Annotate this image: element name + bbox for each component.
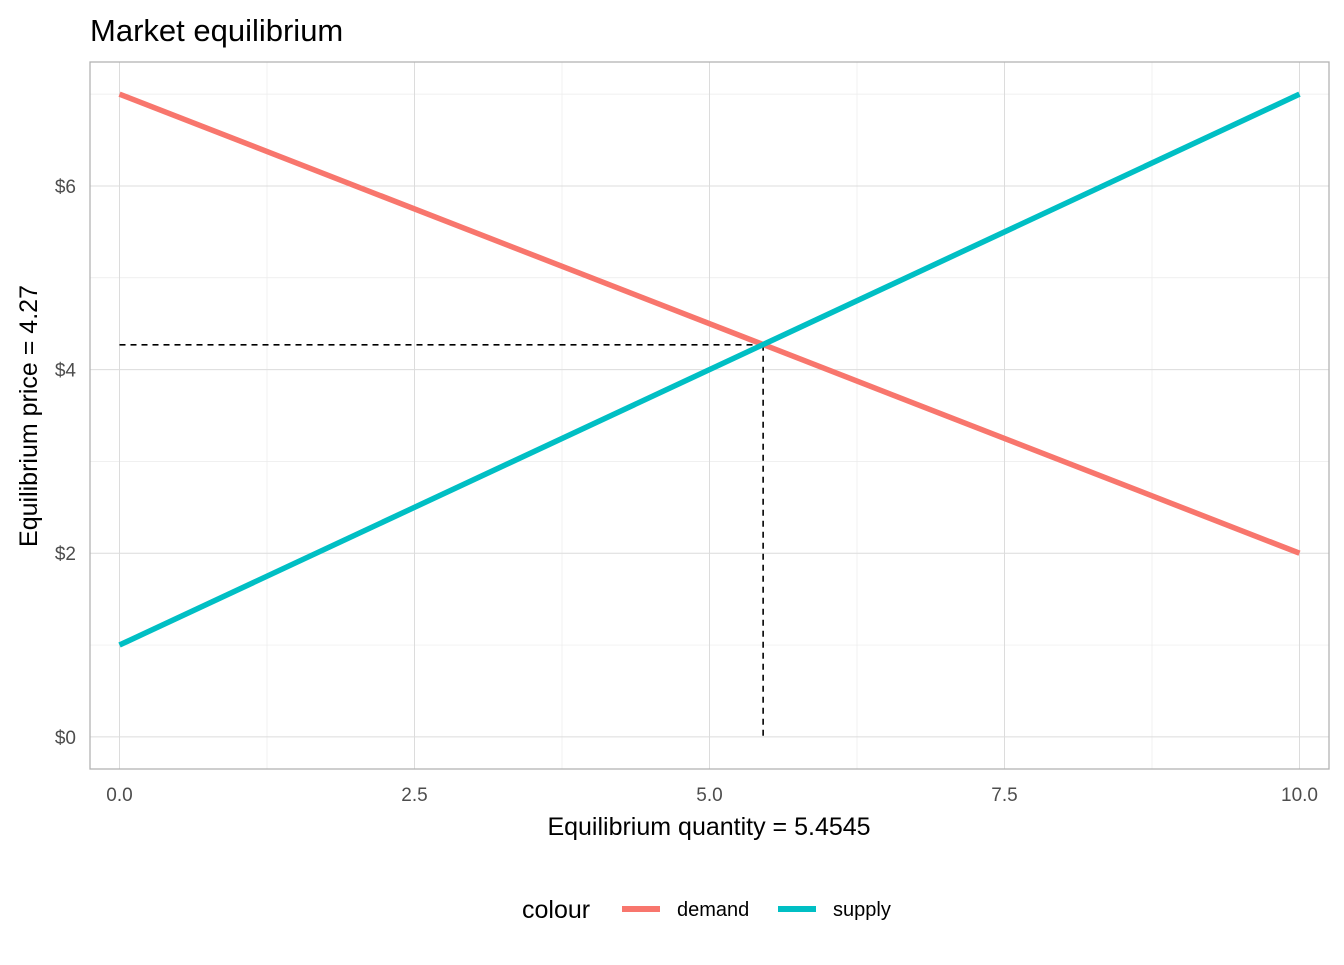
y-tick-label: $4 xyxy=(55,361,77,382)
demand-line xyxy=(118,91,1301,556)
legend-label-supply: supply xyxy=(833,899,891,921)
y-axis-title: Equilibrium price = 4.27 xyxy=(15,285,43,547)
plot-panel-border xyxy=(89,61,1330,770)
grid-layer xyxy=(90,62,1329,769)
equilibrium-guides xyxy=(119,343,764,737)
legend-label-demand: demand xyxy=(677,899,749,921)
tick-labels: 0.0 2.5 5.0 7.5 10.0 $0 $2 $4 $6 xyxy=(55,177,1318,806)
x-tick-label: 5.0 xyxy=(696,785,722,806)
x-axis-title: Equilibrium quantity = 5.4545 xyxy=(547,813,870,841)
series-layer xyxy=(118,91,1301,648)
x-tick-label: 2.5 xyxy=(401,785,427,806)
y-tick-label: $0 xyxy=(55,728,76,749)
x-tick-label: 7.5 xyxy=(991,785,1017,806)
x-tick-label: 0.0 xyxy=(106,785,132,806)
legend-title: colour xyxy=(522,896,590,924)
y-tick-label: $6 xyxy=(55,177,76,198)
x-tick-label: 10.0 xyxy=(1281,785,1318,806)
y-tick-label: $2 xyxy=(55,544,76,565)
chart-title: Market equilibrium xyxy=(90,13,343,48)
supply-line xyxy=(118,91,1301,648)
legend: colour demand supply xyxy=(522,896,891,924)
